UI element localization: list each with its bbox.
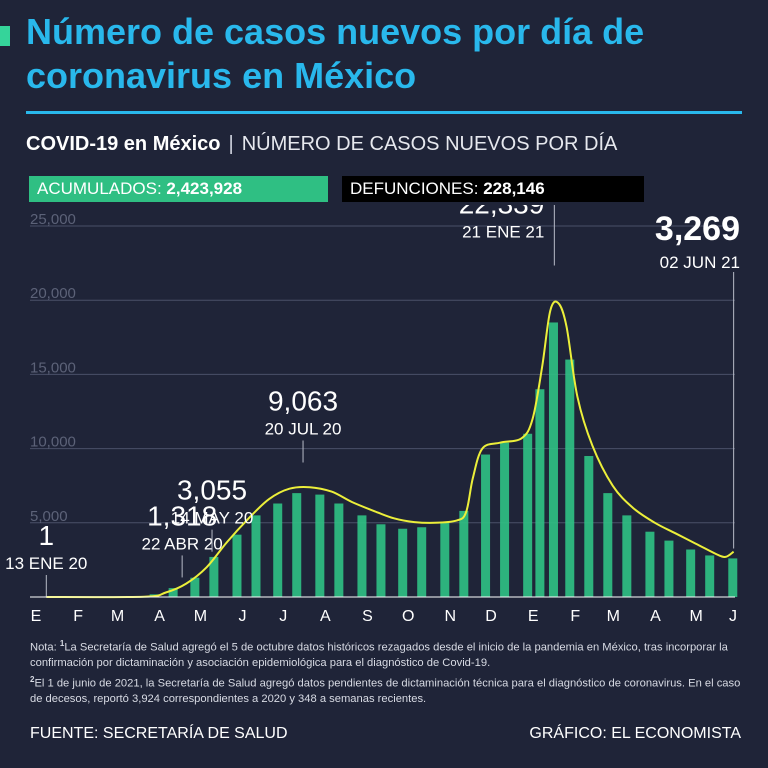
source-label: FUENTE: SECRETARÍA DE SALUD xyxy=(30,725,288,742)
daily-bar xyxy=(705,555,715,597)
daily-bar xyxy=(535,389,545,597)
subtitle-light: NÚMERO DE CASOS NUEVOS POR DÍA xyxy=(241,133,618,155)
daily-bar xyxy=(584,456,594,597)
annotation-date: 21 ENE 21 xyxy=(462,222,544,241)
daily-bar xyxy=(292,493,302,597)
x-tick-label: M xyxy=(607,608,620,625)
daily-bar xyxy=(622,515,632,597)
daily-bar xyxy=(500,442,510,597)
annotation-date: 14 MAY 20 xyxy=(171,509,254,528)
acumulados-value: 2,423,928 xyxy=(166,179,243,198)
note-1: Nota: 1La Secretaría de Salud agregó el … xyxy=(30,636,745,672)
note-2-text: El 1 de junio de 2021, la Secretaría de … xyxy=(30,677,741,705)
gridlines: 5,000 10,000 15,000 20,000 25,000 xyxy=(30,211,735,525)
annotation-date: 20 JUL 20 xyxy=(265,420,342,439)
daily-bar xyxy=(548,322,558,597)
bar-series xyxy=(133,322,738,597)
daily-bar xyxy=(417,527,427,597)
y-tick-label: 15,000 xyxy=(30,359,76,376)
chart-subtitle: COVID-19 en México | NÚMERO DE CASOS NUEVO… xyxy=(26,130,617,158)
page-title: Número de casos nuevos por día de corona… xyxy=(26,11,645,96)
defunciones-value: 228,146 xyxy=(483,179,545,198)
daily-bar xyxy=(376,524,386,597)
x-tick-label: M xyxy=(111,608,124,625)
daily-bar xyxy=(459,510,469,597)
annotations: 1 13 ENE 20 1,318 22 ABR 20 3,055 14 MAY 20 9,… xyxy=(5,205,740,597)
x-tick-label: A xyxy=(320,608,331,625)
daily-bar xyxy=(168,588,178,597)
note-2: 2El 1 de junio de 2021, la Secretaría de… xyxy=(30,672,745,708)
annotation-value: 1,318 xyxy=(147,500,217,531)
defunciones-label: DEFUNCIONES: xyxy=(350,179,479,198)
annotation-date: 22 ABR 20 xyxy=(141,534,222,553)
annotation-value: 3,055 xyxy=(177,475,247,506)
trend-line xyxy=(46,300,735,599)
x-tick-label: J xyxy=(238,608,246,625)
x-tick-label: E xyxy=(528,608,539,625)
annotation-date: 13 ENE 20 xyxy=(5,554,87,573)
defunciones-badge: DEFUNCIONES: 228,146 xyxy=(342,176,644,202)
x-tick-label: J xyxy=(729,608,737,625)
note-1-marker: 1 xyxy=(59,639,65,648)
daily-cases-chart: 5,000 10,000 15,000 20,000 25,000 1 13 ENE 20… xyxy=(5,205,740,625)
daily-bar xyxy=(251,515,261,597)
annotation-value: 3,269 xyxy=(655,210,740,248)
acumulados-label: ACUMULADOS: xyxy=(37,179,162,198)
daily-bar xyxy=(232,534,242,597)
y-tick-label: 25,000 xyxy=(30,211,76,228)
daily-bar xyxy=(273,503,283,597)
annotation-value: 1 xyxy=(39,520,55,551)
x-tick-label: M xyxy=(690,608,703,625)
daily-bar xyxy=(565,359,575,597)
x-tick-label: F xyxy=(73,608,83,625)
x-tick-label: D xyxy=(485,608,497,625)
x-tick-label: E xyxy=(31,608,42,625)
note-1-text: La Secretaría de Salud agregó el 5 de oc… xyxy=(30,641,728,670)
x-tick-label: N xyxy=(445,608,457,625)
daily-bar xyxy=(334,503,344,597)
x-tick-label: A xyxy=(154,608,165,625)
daily-bar xyxy=(645,531,655,597)
y-tick-label: 20,000 xyxy=(30,285,76,302)
daily-bar xyxy=(686,549,696,597)
x-tick-label: S xyxy=(362,608,373,625)
daily-bar xyxy=(398,528,408,597)
footnotes: Nota: 1La Secretaría de Salud agregó el … xyxy=(30,636,745,707)
x-tick-label: F xyxy=(570,608,580,625)
x-tick-label: J xyxy=(279,608,287,625)
x-tick-label: O xyxy=(402,608,414,625)
daily-bar xyxy=(190,577,200,597)
daily-bar xyxy=(664,540,674,597)
daily-bar xyxy=(440,522,450,597)
daily-bar xyxy=(728,558,738,597)
title-divider xyxy=(26,111,742,114)
y-tick-label: 5,000 xyxy=(30,508,68,525)
annotation-value: 9,063 xyxy=(268,386,338,417)
note-2-marker: 2 xyxy=(30,674,35,684)
title-accent-bar xyxy=(0,26,10,46)
daily-bar xyxy=(209,556,219,597)
daily-bar xyxy=(523,433,533,597)
acumulados-badge: ACUMULADOS: 2,423,928 xyxy=(29,176,328,202)
annotation-value: 22,339 xyxy=(459,205,545,219)
annotation-date: 02 JUN 21 xyxy=(660,253,740,272)
x-tick-label: M xyxy=(194,608,207,625)
daily-bar xyxy=(481,454,491,597)
x-tick-label: A xyxy=(650,608,661,625)
trend-series xyxy=(46,300,735,599)
daily-bar xyxy=(603,493,613,597)
subtitle-separator: | xyxy=(228,133,234,155)
note-label: Nota: xyxy=(30,641,60,654)
credit-label: GRÁFICO: EL ECONOMISTA xyxy=(529,725,741,742)
y-tick-label: 10,000 xyxy=(30,434,76,451)
subtitle-strong: COVID-19 en México xyxy=(26,133,221,155)
daily-bar xyxy=(315,494,325,597)
daily-bar xyxy=(357,515,367,597)
